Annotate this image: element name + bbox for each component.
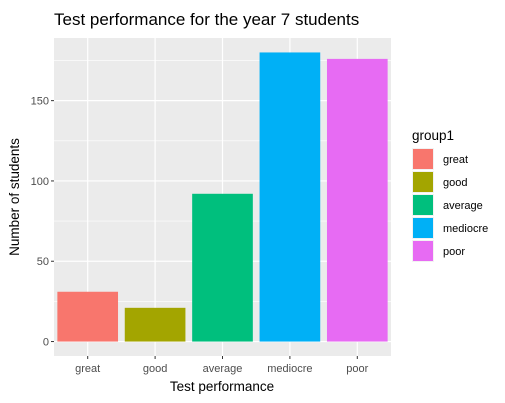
legend-key-great <box>413 149 433 169</box>
legend-label-mediocre: mediocre <box>443 223 488 235</box>
y-tick-label: 100 <box>31 176 49 188</box>
bar-average <box>192 194 253 342</box>
x-tick-label: great <box>75 363 100 375</box>
bar-great <box>57 292 118 342</box>
x-tick-label: poor <box>346 363 368 375</box>
x-tick-label: good <box>143 363 167 375</box>
y-axis: 0 50 100 150 <box>31 96 54 349</box>
chart-title: Test performance for the year 7 students <box>54 10 359 29</box>
legend-label-average: average <box>443 200 483 212</box>
x-tick-label: mediocre <box>267 363 312 375</box>
legend-key-poor <box>413 241 433 261</box>
legend-key-good <box>413 172 433 192</box>
legend-label-poor: poor <box>443 246 465 258</box>
legend-key-average <box>413 195 433 215</box>
x-axis-title: Test performance <box>170 379 274 394</box>
legend-label-great: great <box>443 154 468 166</box>
y-axis-title: Number of students <box>7 138 22 256</box>
legend-title: group1 <box>412 128 454 143</box>
y-tick-label: 50 <box>37 256 49 268</box>
y-tick-label: 150 <box>31 96 49 108</box>
y-tick-label: 0 <box>43 337 49 349</box>
x-tick-label: average <box>203 363 243 375</box>
bar-poor <box>327 59 388 342</box>
bar-good <box>125 308 186 342</box>
bar-mediocre <box>260 52 321 341</box>
legend-key-mediocre <box>413 218 433 238</box>
legend: group1 great good average mediocre poor <box>412 128 488 262</box>
x-axis: great good average mediocre poor <box>75 356 368 375</box>
legend-label-good: good <box>443 177 467 189</box>
